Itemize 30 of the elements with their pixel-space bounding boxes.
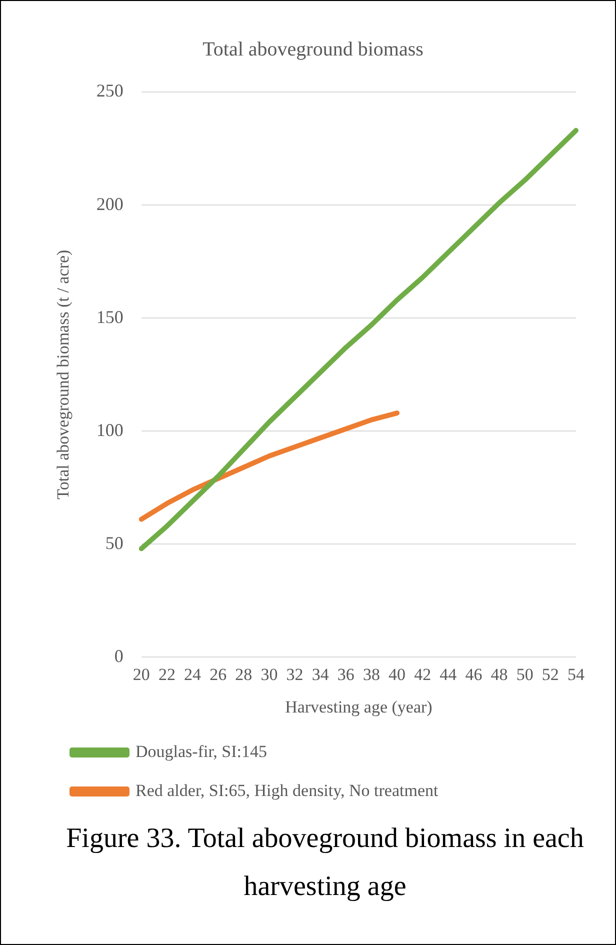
y-tick-label: 50 <box>105 532 124 553</box>
x-tick-label: 34 <box>312 664 330 684</box>
x-tick-label: 42 <box>414 664 432 684</box>
x-tick-label: 30 <box>260 664 278 684</box>
y-tick-label: 200 <box>96 194 124 214</box>
x-tick-label: 22 <box>158 664 176 684</box>
x-tick-label: 32 <box>286 664 304 684</box>
y-tick-label: 100 <box>96 420 124 440</box>
y-tick-label: 150 <box>96 306 124 327</box>
x-tick-label: 20 <box>132 664 150 684</box>
x-tick-label: 28 <box>235 664 252 684</box>
x-tick-label: 52 <box>542 664 559 684</box>
x-tick-label: 46 <box>465 664 482 684</box>
x-tick-label: 38 <box>362 664 380 684</box>
x-axis-title: Harvesting age (year) <box>285 697 432 716</box>
legend-label: Red alder, SI:65, High density, No treatment <box>136 780 439 800</box>
y-tick-label: 0 <box>114 646 124 666</box>
x-tick-label: 44 <box>440 664 458 684</box>
x-tick-label: 40 <box>388 664 406 684</box>
chart-title: Total aboveground biomass <box>202 38 424 60</box>
x-tick-label: 48 <box>490 664 508 684</box>
y-tick-label: 250 <box>96 80 124 101</box>
x-tick-label: 54 <box>568 664 585 684</box>
x-tick-label: 36 <box>337 664 354 684</box>
legend-label: Douglas-fir, SI:145 <box>136 742 268 761</box>
x-tick-label: 50 <box>516 664 534 684</box>
y-axis-title: Total aboveground biomass (t / acre) <box>54 250 73 500</box>
x-tick-label: 26 <box>210 664 227 684</box>
caption: Figure 33. Total aboveground biomass in each harvesting age <box>65 822 585 904</box>
x-tick-label: 24 <box>184 664 202 684</box>
